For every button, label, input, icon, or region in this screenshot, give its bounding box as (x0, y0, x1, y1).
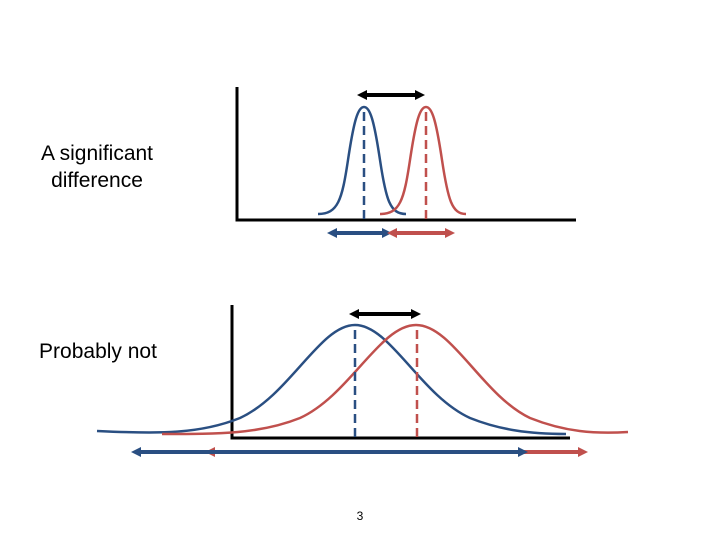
top-axes (235, 87, 576, 222)
top-red-curve (379, 105, 467, 216)
top-panel (235, 87, 576, 238)
panel-bottom-label: Probably not (39, 340, 157, 363)
bottom-red-curve (161, 323, 629, 436)
top-blue-curve (317, 105, 407, 216)
bottom-blue-curve (96, 323, 567, 436)
bottom-axes (230, 305, 570, 440)
panel-top-label: A significant difference (40, 142, 154, 192)
bottom-panel (96, 305, 629, 457)
page-number: 3 (356, 509, 364, 523)
